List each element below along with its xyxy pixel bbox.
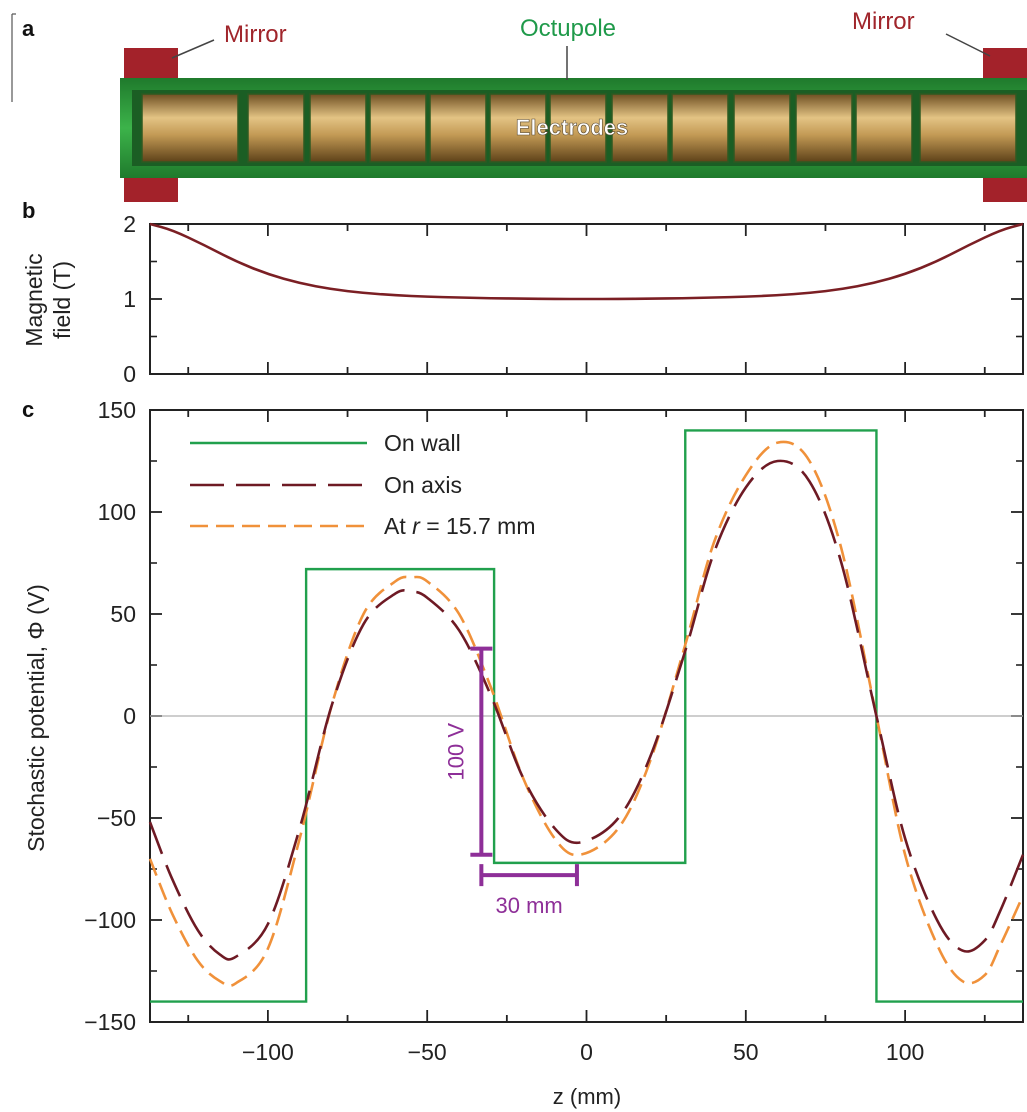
panel-c-label: c <box>22 397 34 422</box>
electrode-6 <box>489 93 547 163</box>
panel-b-axes: 0 1 2 <box>123 211 1024 387</box>
electrode-13 <box>919 93 1017 163</box>
x-tick-label: 50 <box>733 1039 759 1065</box>
legend-label-at-r-prefix: At <box>384 513 412 539</box>
panel-c-ylabel-text: Stochastic potential, Φ (V) <box>23 584 49 852</box>
series-at-r <box>148 440 1025 988</box>
panel-c-xlabel: z (mm) <box>553 1084 621 1109</box>
legend-label-on-axis: On axis <box>384 472 462 498</box>
panel-b-label: b <box>22 198 35 223</box>
electrode-2 <box>247 93 305 163</box>
electrode-8 <box>611 93 669 163</box>
mirror-left-label: Mirror <box>224 21 287 48</box>
electrode-9 <box>671 93 729 163</box>
y-tick-label: −150 <box>84 1009 136 1035</box>
x-tick-label: −50 <box>408 1039 447 1065</box>
electrode-11 <box>795 93 853 163</box>
magnetic-field-line <box>149 222 1024 301</box>
series-on-axis <box>148 459 1025 961</box>
y-tick-label: 2 <box>123 211 136 237</box>
y-tick-label: 0 <box>123 361 136 387</box>
legend-label-at-r: At r = 15.7 mm <box>384 513 535 539</box>
legend: On wall On axis At r = 15.7 mm <box>190 430 535 539</box>
panel-a-label: a <box>22 16 35 41</box>
panel-a: a Mirror Octupole Mirror Electrodes <box>11 8 1027 202</box>
legend-label-at-r-value: = 15.7 mm <box>426 513 535 539</box>
electrode-7 <box>549 93 607 163</box>
legend-label-at-r-symbol: r <box>412 513 421 539</box>
octupole-label: Octupole <box>520 15 616 42</box>
electrode-5 <box>429 93 487 163</box>
annotation-30mm-label: 30 mm <box>496 893 563 918</box>
annotation-100v-label: 100 V <box>443 723 468 781</box>
legend-label-on-wall: On wall <box>384 430 461 456</box>
y-tick-label: 50 <box>110 601 136 627</box>
panel-b: b 0 1 2 Magnetic field (T) <box>21 198 1024 387</box>
mirror-right-leader <box>945 33 991 57</box>
scale-annotations <box>470 646 579 887</box>
mirror-left-leader <box>171 39 215 59</box>
electrode-1 <box>141 93 239 163</box>
x-tick-label: −100 <box>242 1039 294 1065</box>
y-tick-label: 1 <box>123 286 136 312</box>
mirror-right-label: Mirror <box>852 8 915 35</box>
x-tick-label: 0 <box>580 1039 593 1065</box>
panel-c: c −150 −100 −50 0 50 100 150 −100 −50 0 50 100 Stoc… <box>22 397 1025 1109</box>
electrode-stack <box>141 93 1017 163</box>
electrode-4 <box>369 93 427 163</box>
panel-b-ylabel-line2: field (T) <box>49 261 75 339</box>
electrode-12 <box>855 93 913 163</box>
panel-c-ylabel: Stochastic potential, Φ (V) <box>23 584 49 852</box>
y-tick-label: −50 <box>97 805 136 831</box>
panel-c-axes: −150 −100 −50 0 50 100 150 −100 −50 0 50 100 <box>84 397 1025 1065</box>
y-tick-label: 0 <box>123 703 136 729</box>
panel-b-ylabel-line1: Magnetic <box>21 253 47 346</box>
x-tick-label: 100 <box>886 1039 924 1065</box>
y-tick-label: 150 <box>98 397 136 423</box>
electrodes-label: Electrodes <box>516 115 629 140</box>
y-tick-label: 100 <box>98 499 136 525</box>
electrode-10 <box>733 93 791 163</box>
electrode-3 <box>309 93 367 163</box>
y-tick-label: −100 <box>84 907 136 933</box>
